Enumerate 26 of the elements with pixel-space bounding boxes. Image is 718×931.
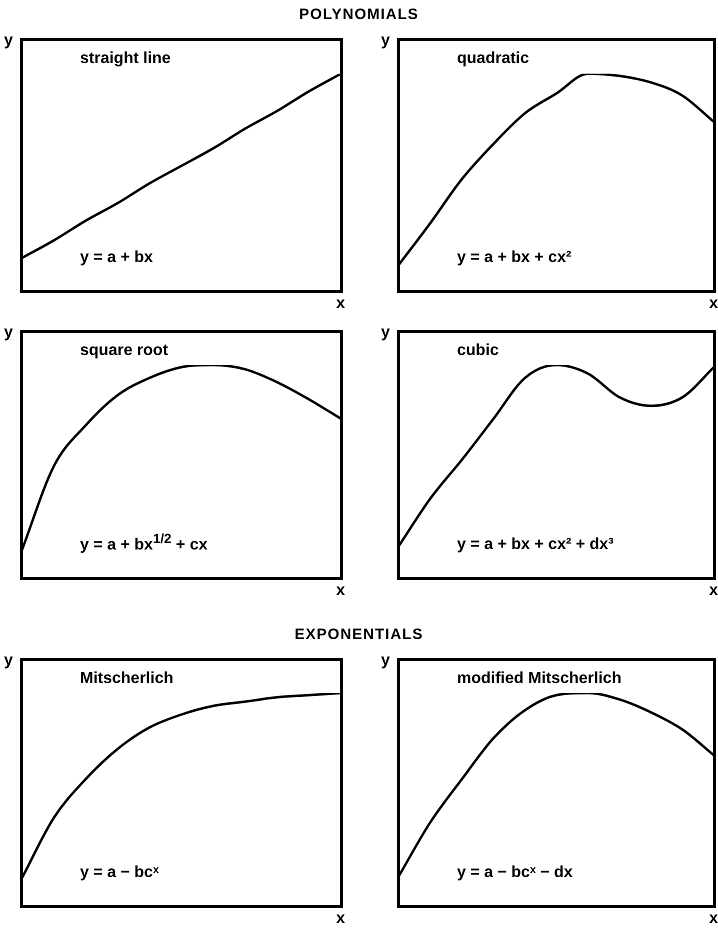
chart-title: straight line (80, 50, 171, 68)
chart-title: cubic (457, 342, 499, 360)
x-axis-title: x (709, 910, 718, 928)
x-axis-title: x (709, 582, 718, 600)
chart-title: square root (80, 342, 168, 360)
annotation: y = a + bx$^{1/2}$ + cx (80, 530, 208, 554)
y-axis-title: y (4, 652, 13, 670)
y-axis-title: y (381, 652, 390, 670)
y-axis-title: y (4, 324, 13, 342)
y-axis-title: y (4, 32, 13, 50)
annotation: y = a − bcˣ (80, 864, 159, 882)
y-axis-title: y (381, 32, 390, 50)
chart-title: modified Mitscherlich (457, 670, 622, 688)
chart-title: Mitscherlich (80, 670, 174, 688)
chart-title: quadratic (457, 50, 530, 68)
x-axis-title: x (336, 910, 345, 928)
annotation: y = a + bx + cx² (457, 249, 572, 267)
annotation: y = a + bx (80, 249, 153, 267)
chart-subtitle: EXPONENTIALS (294, 626, 424, 643)
annotation: y = a + bx + cx² + dx³ (457, 536, 614, 554)
chart-subtitle: POLYNOMIALS (298, 6, 420, 23)
x-axis-title: x (336, 295, 345, 313)
annotation: y = a − bcˣ − dx (457, 864, 573, 882)
y-axis-title: y (381, 324, 390, 342)
x-axis-title: x (336, 582, 345, 600)
x-axis-title: x (709, 295, 718, 313)
